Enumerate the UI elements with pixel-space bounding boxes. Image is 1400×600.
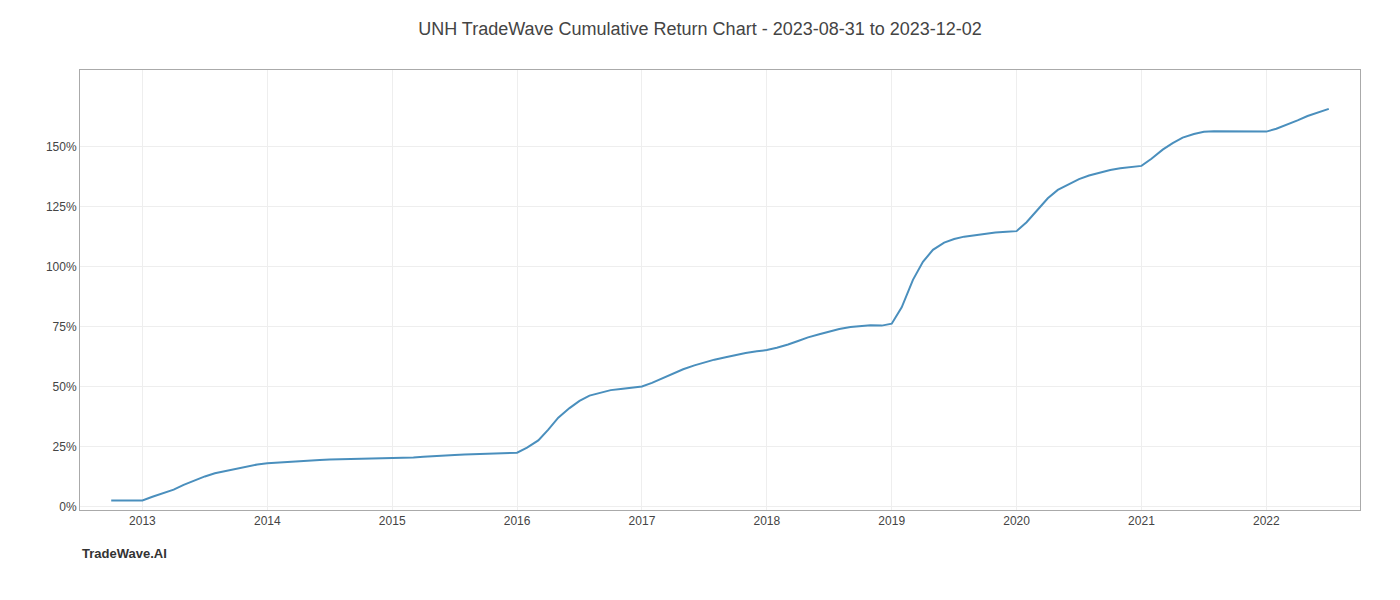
svg-text:50%: 50% bbox=[53, 380, 77, 394]
svg-text:2017: 2017 bbox=[629, 514, 656, 528]
svg-text:100%: 100% bbox=[46, 260, 77, 274]
svg-text:UNH TradeWave Cumulative Retur: UNH TradeWave Cumulative Return Chart - … bbox=[418, 19, 982, 39]
svg-text:TradeWave.AI: TradeWave.AI bbox=[82, 546, 167, 561]
svg-text:2013: 2013 bbox=[129, 514, 156, 528]
svg-text:25%: 25% bbox=[53, 440, 77, 454]
svg-text:150%: 150% bbox=[46, 140, 77, 154]
svg-text:2020: 2020 bbox=[1003, 514, 1030, 528]
svg-text:2018: 2018 bbox=[753, 514, 780, 528]
svg-text:2014: 2014 bbox=[254, 514, 281, 528]
svg-text:2016: 2016 bbox=[504, 514, 531, 528]
svg-text:2022: 2022 bbox=[1253, 514, 1280, 528]
svg-text:2015: 2015 bbox=[379, 514, 406, 528]
svg-text:0%: 0% bbox=[59, 500, 77, 514]
svg-text:2019: 2019 bbox=[878, 514, 905, 528]
svg-text:125%: 125% bbox=[46, 200, 77, 214]
svg-text:2021: 2021 bbox=[1128, 514, 1155, 528]
svg-text:75%: 75% bbox=[53, 320, 77, 334]
